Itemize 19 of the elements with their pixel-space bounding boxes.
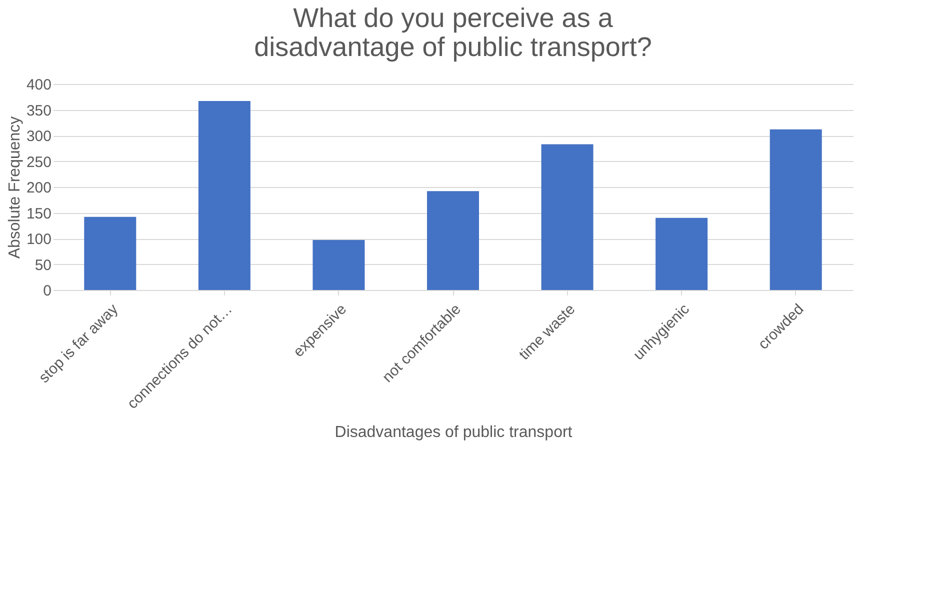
y-tick-label: 100 — [26, 231, 52, 248]
y-tick-label: 350 — [26, 102, 52, 120]
chart-title: What do you perceive as a disadvantage of public transport? — [254, 3, 652, 62]
y-tick-label: 50 — [34, 256, 52, 274]
bar — [427, 191, 479, 290]
bar — [656, 218, 708, 290]
bar — [312, 240, 365, 290]
y-tick-label: 400 — [26, 76, 52, 94]
x-axis-title: Disadvantages of public transport — [334, 424, 573, 441]
y-axis-title: Absolute Frequency — [6, 116, 24, 259]
bar — [84, 216, 136, 290]
bar — [198, 100, 250, 290]
bar — [541, 144, 594, 290]
bar — [770, 129, 822, 290]
y-tick-label: 200 — [26, 180, 52, 196]
y-tick-label: 300 — [26, 128, 52, 145]
y-tick-label: 150 — [26, 205, 52, 222]
y-tick-label: 0 — [43, 282, 52, 300]
y-tick-label: 250 — [26, 154, 52, 171]
